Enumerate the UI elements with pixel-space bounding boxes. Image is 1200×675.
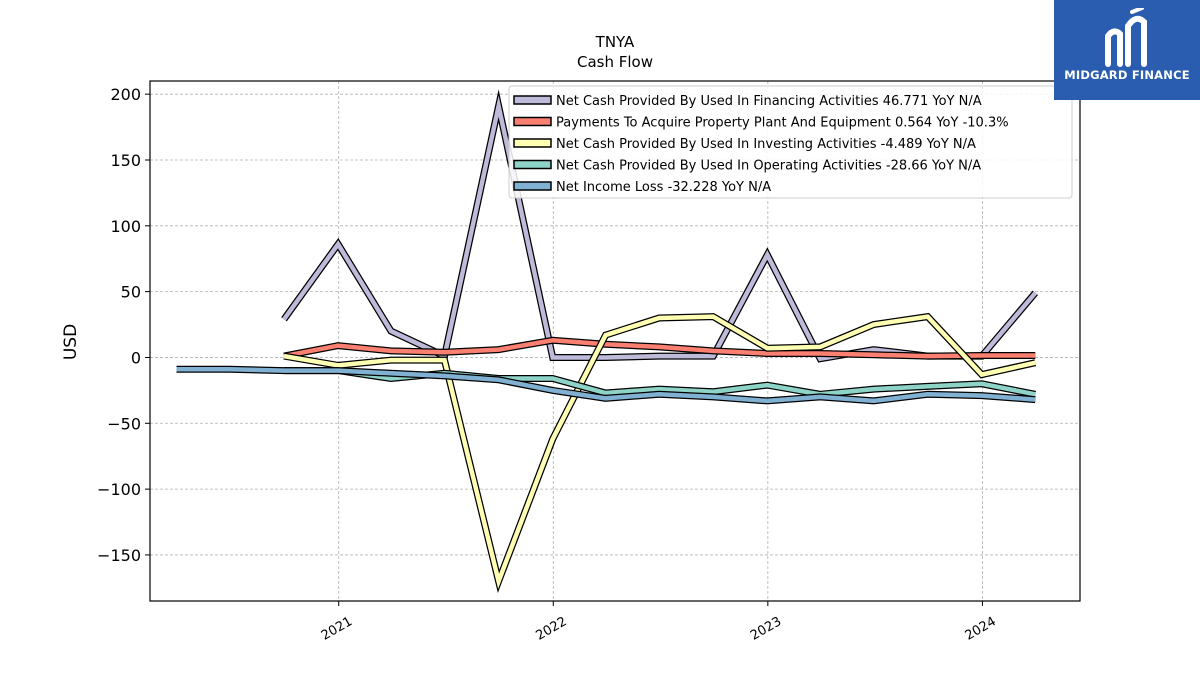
legend-swatch (513, 181, 552, 191)
legend-entry-label: Net Cash Provided By Used In Operating A… (556, 159, 981, 174)
x-tick-label: 2023 (748, 614, 784, 644)
y-tick-label: 150 (110, 151, 141, 170)
x-tick-label: 2024 (963, 614, 999, 644)
y-axis-label: USD (61, 324, 81, 360)
y-tick-label: 100 (110, 217, 141, 236)
series-1-line (283, 338, 1036, 359)
legend-entry-label: Payments To Acquire Property Plant And E… (556, 116, 1009, 131)
plot-frame (149, 80, 1081, 602)
chart-subtitle: Cash Flow (577, 53, 653, 71)
series-4-line (176, 367, 1036, 404)
legend-swatch (513, 159, 552, 170)
series-lines (176, 89, 1038, 594)
series-2-line (283, 314, 1036, 589)
brand-logo: MIDGARD FINANCE (1054, 0, 1200, 100)
y-tick-label: 50 (121, 283, 141, 302)
legend-box (508, 85, 1073, 199)
y-tick-label: −100 (97, 480, 141, 499)
y-tick-label: −50 (107, 414, 141, 433)
y-tick-label: −150 (97, 546, 141, 565)
legend-swatch (513, 138, 552, 148)
x-tick-label: 2021 (319, 614, 355, 644)
legend-entry-label: Net Cash Provided By Used In Investing A… (556, 137, 976, 152)
legend-swatch (513, 95, 552, 105)
y-tick-label: 0 (131, 348, 141, 367)
legend-entry-label: Net Income Loss -32.228 YoY N/A (556, 180, 771, 195)
y-tick-label: 200 (110, 85, 141, 104)
x-axis: 2021 2022 2023 2024 (319, 601, 999, 644)
chart-title: TNYA (595, 33, 635, 51)
midgard-logo-icon (1105, 8, 1147, 67)
legend: Net Cash Provided By Used In Financing A… (508, 85, 1073, 199)
y-axis: 200 150 100 50 0 −50 −100 −150 (97, 85, 150, 565)
legend-swatch (513, 116, 552, 127)
x-tick-label: 2022 (533, 614, 569, 644)
legend-entry-label: Net Cash Provided By Used In Financing A… (556, 94, 982, 109)
logo-text: MIDGARD FINANCE (1064, 68, 1190, 82)
